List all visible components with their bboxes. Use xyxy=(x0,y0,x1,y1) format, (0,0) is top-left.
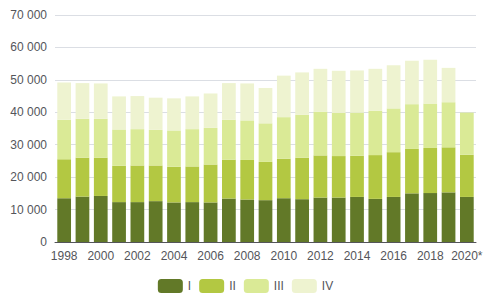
svg-text:2018: 2018 xyxy=(417,249,444,263)
svg-text:2008: 2008 xyxy=(234,249,261,263)
svg-text:2012: 2012 xyxy=(307,249,334,263)
svg-text:60 000: 60 000 xyxy=(10,40,47,54)
svg-text:10 000: 10 000 xyxy=(10,203,47,217)
svg-text:50 000: 50 000 xyxy=(10,73,47,87)
svg-text:2020*: 2020* xyxy=(451,249,483,263)
svg-text:2006: 2006 xyxy=(197,249,224,263)
svg-text:2004: 2004 xyxy=(161,249,188,263)
svg-text:2016: 2016 xyxy=(380,249,407,263)
svg-text:2000: 2000 xyxy=(87,249,114,263)
svg-text:IV: IV xyxy=(322,279,333,293)
svg-text:2002: 2002 xyxy=(124,249,151,263)
svg-text:2014: 2014 xyxy=(344,249,371,263)
svg-text:20 000: 20 000 xyxy=(10,170,47,184)
svg-text:40 000: 40 000 xyxy=(10,105,47,119)
svg-text:I: I xyxy=(188,279,191,293)
svg-text:70 000: 70 000 xyxy=(10,8,47,22)
svg-text:II: II xyxy=(229,279,236,293)
svg-text:30 000: 30 000 xyxy=(10,138,47,152)
svg-text:1998: 1998 xyxy=(51,249,78,263)
svg-text:III: III xyxy=(274,279,284,293)
svg-text:2010: 2010 xyxy=(270,249,297,263)
svg-text:0: 0 xyxy=(40,235,47,249)
